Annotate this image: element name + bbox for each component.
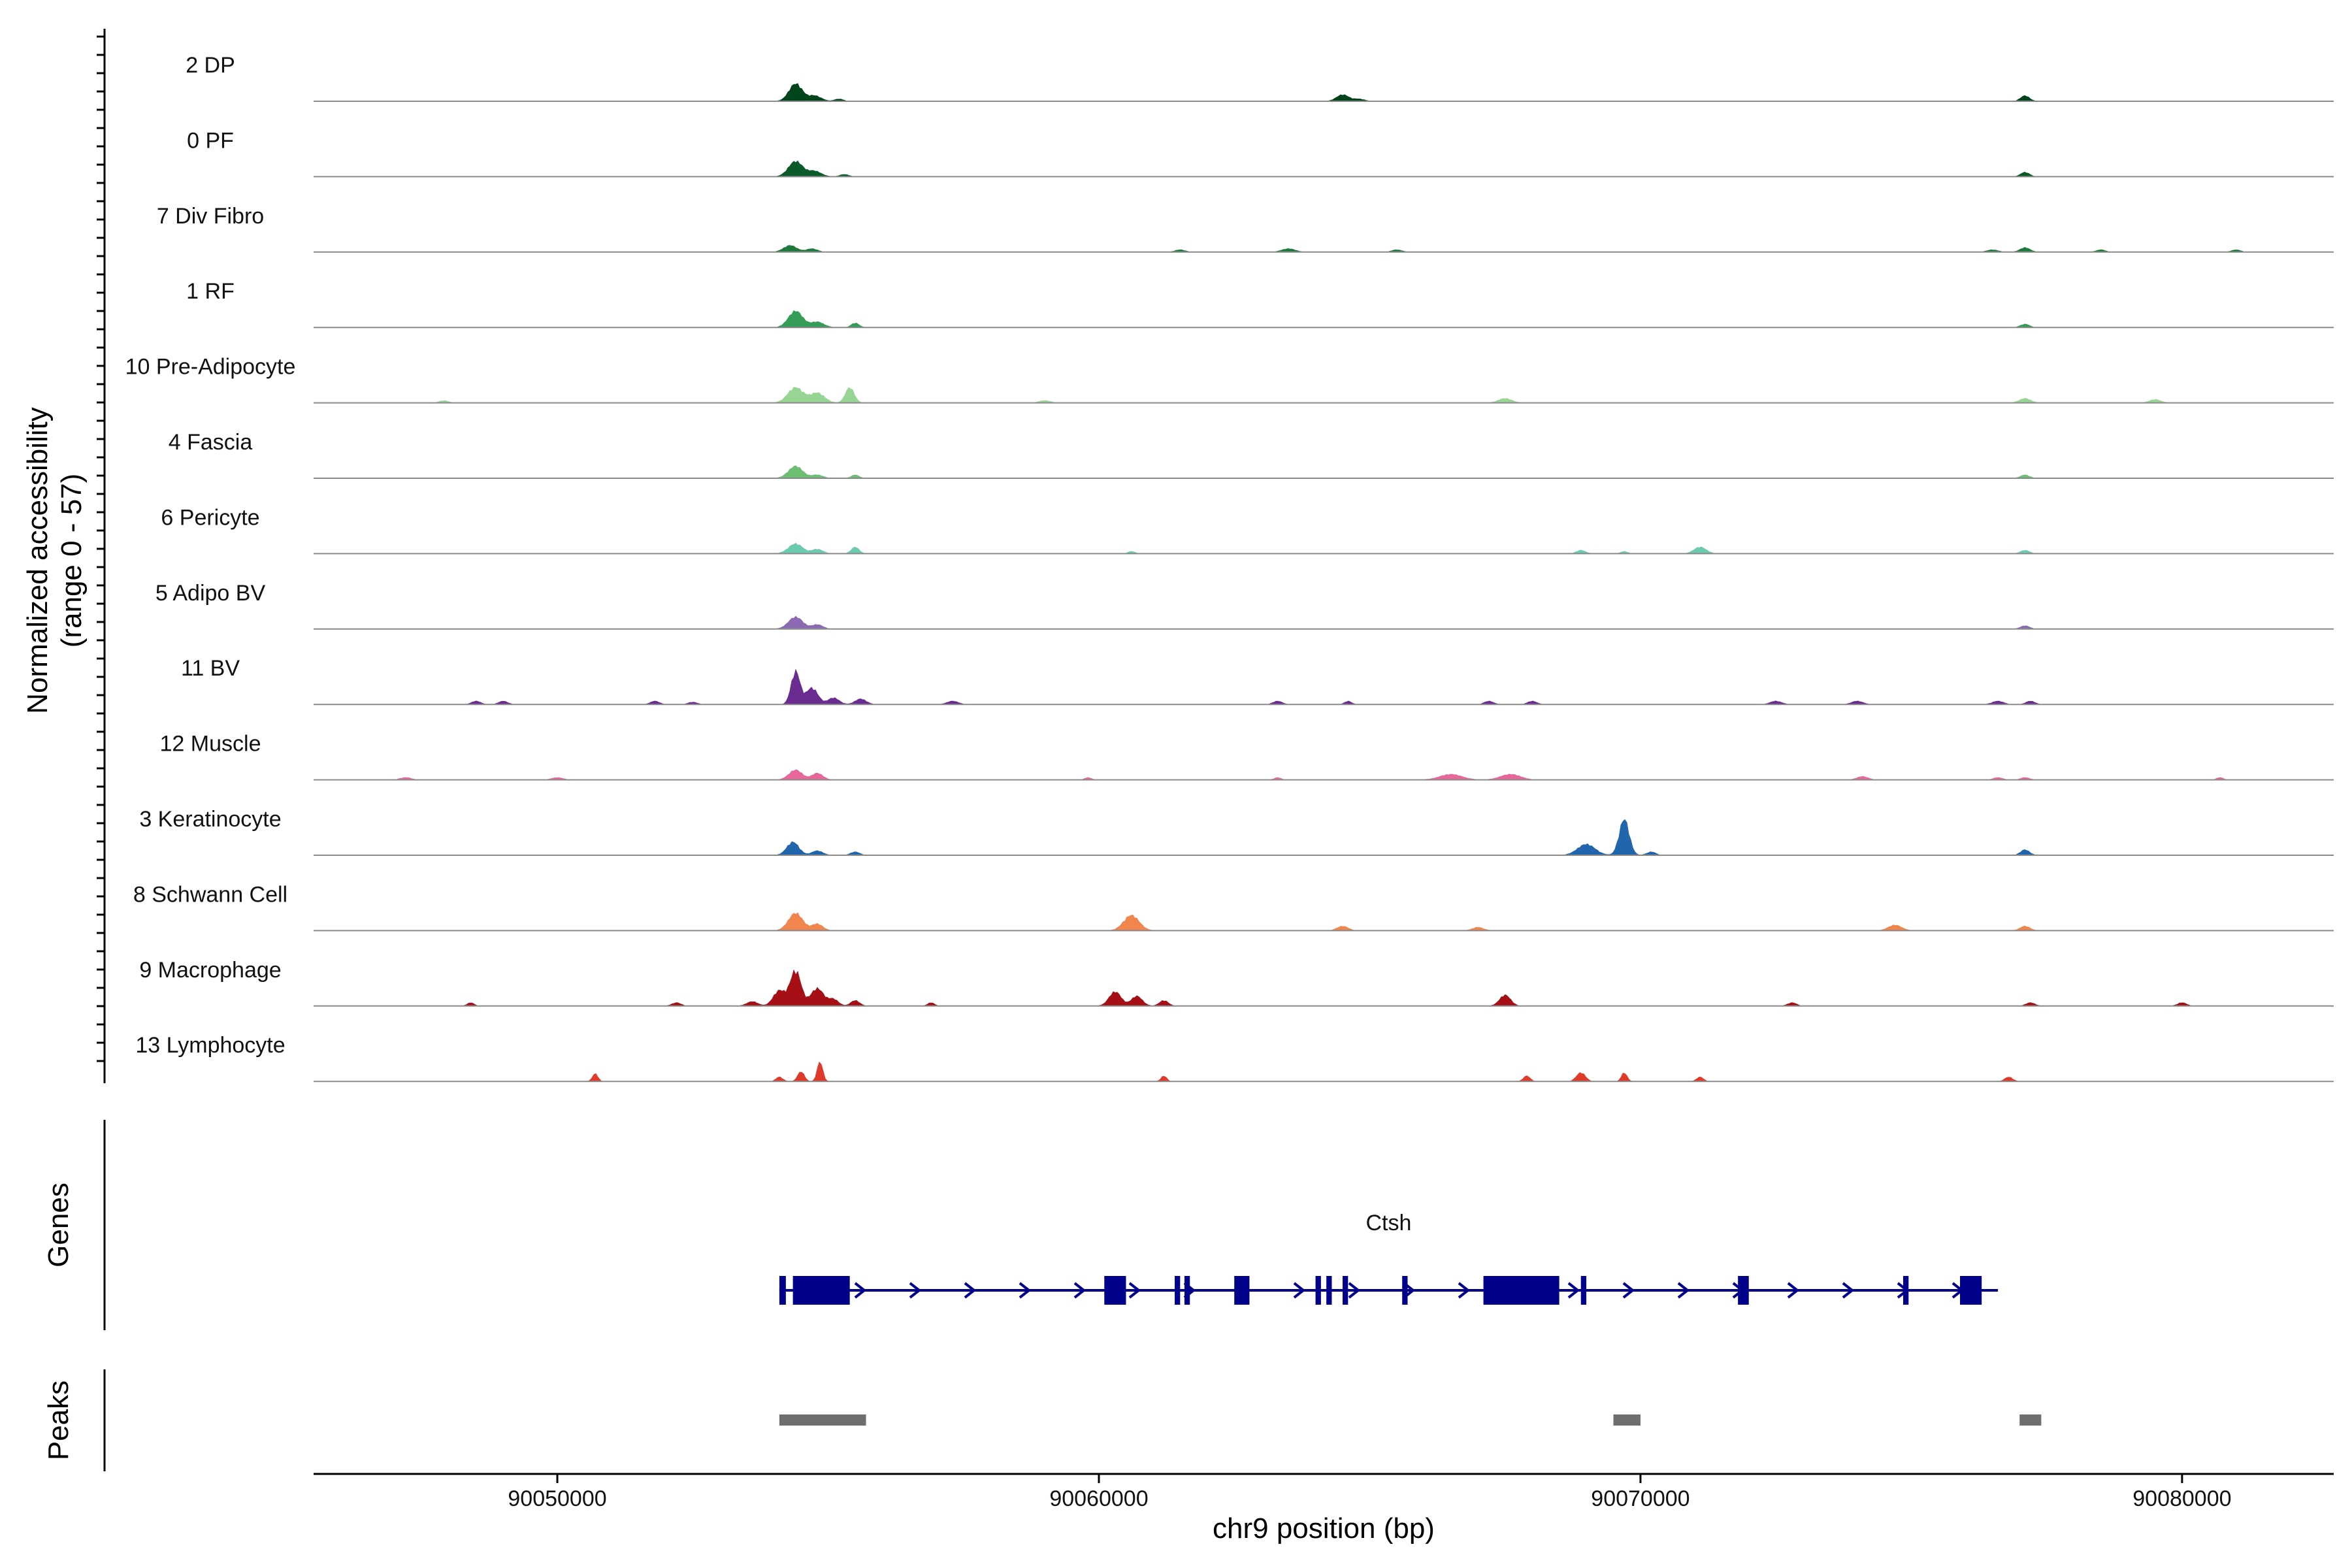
y-axis-subtitle: (range 0 - 57)	[56, 474, 88, 648]
gene-exon	[1104, 1276, 1126, 1305]
x-tick-label: 90070000	[1591, 1486, 1690, 1511]
track-3: 7 Div Fibro	[157, 204, 2334, 253]
track-label: 3 Keratinocyte	[139, 807, 281, 832]
strand-arrow-icon	[1677, 1282, 1690, 1299]
track-coverage-area	[314, 1061, 2334, 1082]
track-coverage-area	[314, 769, 2334, 781]
gene-exon	[1175, 1276, 1181, 1305]
gene-exon	[1234, 1276, 1250, 1305]
track-coverage-area	[314, 668, 2334, 705]
strand-arrow-icon	[1019, 1282, 1032, 1299]
strand-arrow-icon	[1293, 1282, 1306, 1299]
genes-track-label: Genes	[42, 1183, 74, 1267]
track-coverage-area	[314, 387, 2334, 404]
track-2: 0 PF	[187, 128, 2334, 178]
peak-region	[2019, 1414, 2042, 1426]
gene-ctsh: Ctsh	[779, 1211, 1999, 1305]
track-5: 10 Pre-Adipocyte	[125, 355, 2334, 404]
track-label: 0 PF	[187, 128, 234, 153]
gene-name: Ctsh	[1366, 1211, 1412, 1235]
track-coverage-area	[314, 465, 2334, 479]
track-11: 3 Keratinocyte	[139, 807, 2334, 856]
strand-arrow-icon	[1567, 1282, 1580, 1299]
strand-arrow-icon	[854, 1282, 867, 1299]
gene-exon	[1326, 1276, 1332, 1305]
y-axis	[97, 29, 106, 1083]
x-tick-label: 90060000	[1049, 1486, 1148, 1511]
track-14: 13 Lymphocyte	[135, 1033, 2334, 1083]
strand-arrow-icon	[1787, 1282, 1800, 1299]
x-axis-title: chr9 position (bp)	[1213, 1512, 1435, 1544]
strand-arrow-icon	[1128, 1282, 1141, 1299]
track-coverage-area	[314, 969, 2334, 1007]
y-axis-title: Normalized accessibility	[22, 407, 54, 713]
x-tick-label: 90080000	[2132, 1486, 2231, 1511]
track-label: 6 Pericyte	[161, 505, 259, 530]
peak-region	[779, 1414, 866, 1426]
gene-exon	[1960, 1276, 1982, 1305]
track-13: 9 Macrophage	[139, 958, 2334, 1007]
track-label: 12 Muscle	[160, 732, 261, 757]
x-tick-label: 90050000	[508, 1486, 606, 1511]
strand-arrow-icon	[964, 1282, 977, 1299]
genes-track: Ctsh	[779, 1211, 1999, 1305]
track-4: 1 RF	[186, 279, 2334, 329]
gene-exon	[1402, 1276, 1408, 1305]
track-label: 4 Fascia	[169, 430, 253, 455]
track-label: 7 Div Fibro	[157, 204, 264, 229]
track-1: 2 DP	[186, 53, 2334, 102]
gene-exon	[1738, 1276, 1749, 1305]
track-12: 8 Schwann Cell	[133, 882, 2334, 932]
gene-exon	[1903, 1276, 1909, 1305]
track-coverage-area	[314, 245, 2334, 253]
gene-exon	[779, 1276, 786, 1305]
track-coverage-area	[314, 160, 2334, 177]
track-label: 8 Schwann Cell	[133, 882, 287, 907]
track-coverage-area	[314, 542, 2334, 554]
track-coverage-area	[314, 819, 2334, 856]
track-coverage-area	[314, 615, 2334, 630]
x-axis: 90050000 90060000 90070000 90080000	[508, 1474, 2232, 1511]
track-label: 13 Lymphocyte	[135, 1033, 285, 1058]
strand-arrow-icon	[1458, 1282, 1471, 1299]
track-9: 11 BV	[181, 656, 2334, 706]
strand-arrow-icon	[909, 1282, 922, 1299]
track-7: 6 Pericyte	[161, 505, 2334, 555]
gene-exon	[1184, 1276, 1190, 1305]
track-coverage-area	[314, 310, 2334, 328]
track-8: 5 Adipo BV	[155, 581, 2334, 630]
track-6: 4 Fascia	[169, 430, 2334, 479]
gene-exon	[1343, 1276, 1348, 1305]
coverage-tracks: 2 DP 0 PF 7 Div Fibro 1 RF 10 Pre-Adipocyte 4…	[125, 53, 2334, 1083]
track-label: 5 Adipo BV	[155, 581, 266, 606]
track-label: 11 BV	[181, 656, 240, 681]
peaks-track	[779, 1414, 2042, 1426]
strand-arrow-icon	[1073, 1282, 1086, 1299]
track-coverage-area	[314, 912, 2334, 931]
track-label: 2 DP	[186, 53, 235, 78]
gene-exon	[792, 1276, 850, 1305]
peaks-track-label: Peaks	[42, 1380, 74, 1460]
track-coverage-area	[314, 83, 2334, 102]
track-label: 9 Macrophage	[139, 958, 281, 983]
peak-region	[1613, 1414, 1641, 1426]
strand-arrow-icon	[1842, 1282, 1855, 1299]
strand-arrow-icon	[1348, 1282, 1361, 1299]
track-label: 1 RF	[186, 279, 235, 304]
track-10: 12 Muscle	[160, 732, 2334, 781]
gene-exon	[1580, 1276, 1587, 1305]
gene-exon	[1315, 1276, 1321, 1305]
track-label: 10 Pre-Adipocyte	[125, 355, 296, 380]
gene-exon	[1483, 1276, 1560, 1305]
strand-arrow-icon	[1622, 1282, 1635, 1299]
